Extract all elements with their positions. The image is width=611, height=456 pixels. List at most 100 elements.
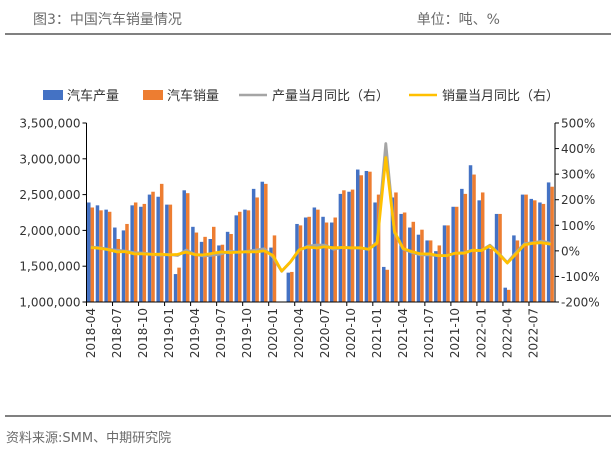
x-tick-label: 2022-07 <box>526 308 540 358</box>
bar-production <box>104 209 108 302</box>
bar-sales <box>238 211 242 302</box>
bar-production <box>243 209 247 302</box>
bar-sales <box>515 240 520 302</box>
bar-sales <box>428 240 433 302</box>
bar-production <box>269 247 273 302</box>
axes-layer: 1,000,000 1,500,000 2,000,000 2,500,000 3,00… <box>19 117 599 359</box>
bar-production <box>408 227 412 302</box>
bar-production <box>113 227 117 302</box>
bar-sales <box>324 222 329 302</box>
source-note: 资料来源:SMM、中期研究院 <box>6 431 171 446</box>
bar-sales <box>463 193 468 302</box>
bar-production <box>399 213 403 302</box>
bar-sales <box>290 271 294 302</box>
bar-sales <box>99 210 103 302</box>
left-tick-label: 3,000,000 <box>19 152 80 166</box>
bar-production <box>199 241 204 302</box>
bar-sales <box>506 289 511 302</box>
bar-sales <box>359 175 363 302</box>
bar-sales <box>264 183 268 302</box>
bar-production <box>95 205 100 302</box>
bar-sales <box>350 189 355 302</box>
bar-production <box>234 215 239 302</box>
right-tick-label: -200% <box>561 296 600 310</box>
bar-sales <box>159 183 164 302</box>
legend: 汽车产量 汽车销量 产量当月同比（右） 销量当月同比（右） <box>43 88 559 104</box>
x-tick-label: 2019-07 <box>214 308 228 358</box>
bar-production <box>147 194 152 302</box>
bar-sales <box>402 212 407 302</box>
bar-sales <box>376 194 381 302</box>
x-tick-label: 2021-10 <box>448 308 462 358</box>
x-tick-label: 2019-01 <box>162 308 176 358</box>
x-tick-label: 2020-10 <box>344 308 358 358</box>
bar-production <box>468 165 473 302</box>
lines-layer <box>90 142 552 273</box>
bar-production <box>390 197 395 302</box>
bar-sales <box>125 223 129 302</box>
left-tick-label: 2,500,000 <box>19 188 80 202</box>
bar-production <box>355 169 360 302</box>
bar-production <box>494 213 499 302</box>
bar-production <box>208 238 213 302</box>
bar-sales <box>446 225 450 302</box>
left-tick-label: 2,000,000 <box>19 224 80 238</box>
legend-swatch-sales <box>143 90 163 100</box>
bar-sales <box>420 229 424 302</box>
bar-sales <box>489 249 494 302</box>
legend-label-production-yoy: 产量当月同比（右） <box>272 89 389 104</box>
bar-sales <box>411 221 416 302</box>
bar-sales <box>185 193 190 302</box>
bar-sales <box>203 236 207 302</box>
right-tick-label: 200% <box>561 193 595 207</box>
bar-sales <box>212 226 216 302</box>
x-tick-label: 2022-01 <box>474 308 488 358</box>
left-tick-label: 3,500,000 <box>19 117 80 131</box>
bar-production <box>121 230 126 302</box>
bar-sales <box>472 174 476 302</box>
left-tick-label: 1,000,000 <box>19 296 80 310</box>
x-tick-label: 2020-01 <box>266 308 280 358</box>
bar-production <box>260 181 265 302</box>
x-tick-label: 2020-04 <box>292 308 306 358</box>
bar-sales <box>333 217 337 302</box>
bar-production <box>295 223 299 302</box>
right-tick-label: -100% <box>561 270 600 284</box>
bar-production <box>191 226 195 302</box>
bars-layer <box>87 165 554 302</box>
bar-production <box>373 202 377 302</box>
bar-production <box>382 266 386 302</box>
bar-production <box>538 202 542 302</box>
legend-swatch-production <box>43 90 63 100</box>
bar-production <box>364 170 369 302</box>
bar-sales <box>107 211 112 302</box>
bar-production <box>425 240 429 302</box>
bar-production <box>182 190 186 302</box>
bar-sales <box>90 207 95 302</box>
x-tick-label: 2018-07 <box>110 308 124 358</box>
bar-production <box>434 251 438 302</box>
bar-sales <box>194 232 199 302</box>
bar-production <box>225 231 230 302</box>
bar-sales <box>116 238 121 302</box>
bar-production <box>286 272 291 302</box>
right-tick-label: 500% <box>561 117 595 131</box>
bar-production <box>156 196 160 302</box>
bar-production <box>217 245 221 302</box>
bar-production <box>251 188 256 302</box>
x-tick-label: 2019-10 <box>240 308 254 358</box>
x-tick-label: 2022-04 <box>500 308 514 358</box>
bar-production <box>87 202 91 302</box>
legend-label-production: 汽车产量 <box>67 88 119 104</box>
left-tick-label: 1,500,000 <box>19 260 80 274</box>
bar-production <box>416 234 421 302</box>
x-tick-label: 2021-04 <box>396 308 410 358</box>
right-tick-label: 0% <box>561 244 580 258</box>
x-tick-label: 2019-04 <box>188 308 202 358</box>
line-sales-yoy <box>90 156 551 273</box>
bar-production <box>303 217 308 302</box>
bar-sales <box>550 186 554 302</box>
bar-sales <box>437 245 442 302</box>
legend-label-sales: 汽车销量 <box>167 88 219 104</box>
